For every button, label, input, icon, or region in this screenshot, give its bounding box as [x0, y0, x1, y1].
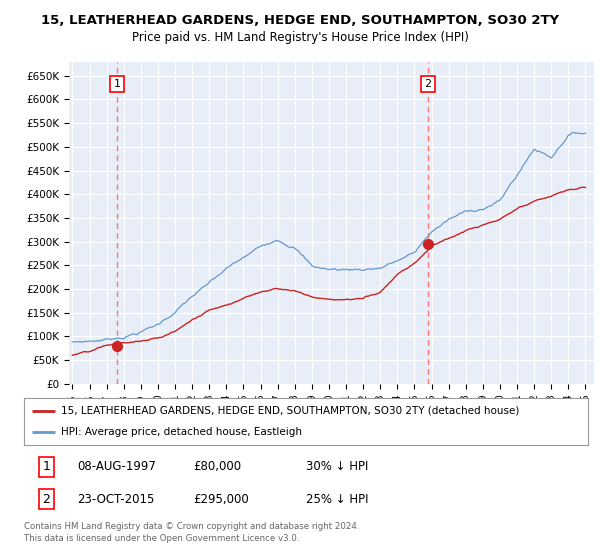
- Text: 30% ↓ HPI: 30% ↓ HPI: [306, 460, 368, 473]
- Text: 2: 2: [43, 493, 50, 506]
- Text: Contains HM Land Registry data © Crown copyright and database right 2024.
This d: Contains HM Land Registry data © Crown c…: [24, 522, 359, 543]
- Text: 1: 1: [113, 79, 121, 89]
- Text: 2: 2: [425, 79, 431, 89]
- Text: £80,000: £80,000: [193, 460, 241, 473]
- Text: 1: 1: [43, 460, 50, 473]
- Text: 25% ↓ HPI: 25% ↓ HPI: [306, 493, 368, 506]
- Text: 15, LEATHERHEAD GARDENS, HEDGE END, SOUTHAMPTON, SO30 2TY: 15, LEATHERHEAD GARDENS, HEDGE END, SOUT…: [41, 14, 559, 27]
- Text: HPI: Average price, detached house, Eastleigh: HPI: Average price, detached house, East…: [61, 427, 302, 437]
- Text: 08-AUG-1997: 08-AUG-1997: [77, 460, 157, 473]
- Text: £295,000: £295,000: [193, 493, 249, 506]
- Text: 23-OCT-2015: 23-OCT-2015: [77, 493, 155, 506]
- Text: Price paid vs. HM Land Registry's House Price Index (HPI): Price paid vs. HM Land Registry's House …: [131, 31, 469, 44]
- Text: 15, LEATHERHEAD GARDENS, HEDGE END, SOUTHAMPTON, SO30 2TY (detached house): 15, LEATHERHEAD GARDENS, HEDGE END, SOUT…: [61, 406, 519, 416]
